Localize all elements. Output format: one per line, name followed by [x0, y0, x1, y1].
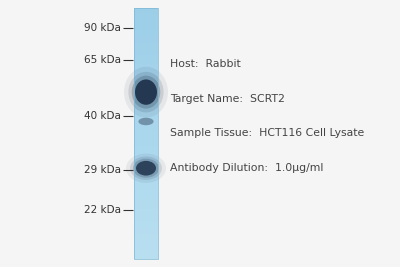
Bar — [134, 193, 158, 196]
Ellipse shape — [126, 154, 166, 183]
Text: Antibody Dilution:  1.0μg/ml: Antibody Dilution: 1.0μg/ml — [170, 163, 323, 173]
Bar — [134, 46, 158, 49]
Bar — [134, 61, 158, 65]
Bar — [134, 83, 158, 87]
Bar — [134, 165, 158, 168]
Bar — [134, 143, 158, 146]
Text: 22 kDa: 22 kDa — [84, 205, 121, 215]
Bar — [134, 8, 158, 11]
Bar — [134, 256, 158, 259]
Bar — [134, 118, 158, 121]
Text: Host:  Rabbit: Host: Rabbit — [170, 59, 241, 69]
Text: 29 kDa: 29 kDa — [84, 164, 121, 175]
Bar — [134, 130, 158, 134]
Bar — [134, 225, 158, 227]
Bar — [134, 177, 158, 180]
Bar — [134, 159, 158, 162]
Bar — [134, 234, 158, 237]
Bar — [134, 149, 158, 152]
Bar — [134, 17, 158, 21]
Bar — [134, 171, 158, 174]
Text: 65 kDa: 65 kDa — [84, 55, 121, 65]
Bar — [134, 99, 158, 102]
Bar — [134, 33, 158, 36]
Bar — [134, 121, 158, 124]
Bar — [134, 39, 158, 42]
Bar — [134, 96, 158, 99]
Bar — [134, 58, 158, 61]
Bar — [134, 124, 158, 127]
Bar — [134, 227, 158, 231]
Bar — [134, 243, 158, 246]
Bar — [134, 231, 158, 234]
Bar — [134, 196, 158, 199]
Text: 90 kDa: 90 kDa — [84, 23, 121, 33]
Ellipse shape — [132, 76, 160, 109]
Bar — [134, 27, 158, 30]
Bar — [134, 168, 158, 171]
Bar — [134, 190, 158, 193]
Bar — [134, 206, 158, 209]
Bar — [134, 253, 158, 256]
Bar — [134, 112, 158, 115]
Bar — [134, 105, 158, 108]
Ellipse shape — [138, 118, 154, 125]
Bar — [134, 146, 158, 149]
Bar — [134, 65, 158, 68]
Bar — [134, 24, 158, 27]
Ellipse shape — [130, 156, 162, 180]
Bar — [134, 74, 158, 77]
Bar — [134, 187, 158, 190]
Bar — [134, 68, 158, 71]
Bar — [134, 77, 158, 80]
Bar — [134, 212, 158, 215]
Bar — [134, 202, 158, 206]
Bar — [134, 21, 158, 24]
Bar — [134, 218, 158, 221]
Bar — [134, 250, 158, 253]
Bar — [134, 180, 158, 184]
Ellipse shape — [133, 159, 159, 178]
Text: Sample Tissue:  HCT116 Cell Lysate: Sample Tissue: HCT116 Cell Lysate — [170, 128, 364, 139]
Bar — [134, 246, 158, 250]
Text: 40 kDa: 40 kDa — [84, 111, 121, 121]
Text: Target Name:  SCRT2: Target Name: SCRT2 — [170, 94, 285, 104]
Bar — [134, 115, 158, 118]
Bar — [134, 42, 158, 46]
Bar — [134, 215, 158, 218]
Bar — [134, 134, 158, 137]
Ellipse shape — [135, 79, 157, 105]
Bar — [134, 209, 158, 212]
Bar — [134, 137, 158, 140]
Bar — [134, 52, 158, 55]
Bar — [134, 240, 158, 243]
Bar — [134, 14, 158, 17]
Ellipse shape — [124, 67, 168, 117]
Bar — [134, 199, 158, 203]
Bar — [134, 102, 158, 105]
Bar — [134, 55, 158, 58]
Ellipse shape — [128, 72, 164, 112]
Bar — [134, 127, 158, 130]
Bar — [134, 162, 158, 165]
Bar — [134, 221, 158, 225]
Bar — [134, 49, 158, 52]
Bar — [134, 8, 158, 259]
Bar — [134, 93, 158, 96]
Bar — [134, 87, 158, 90]
Bar — [134, 36, 158, 39]
Bar — [134, 155, 158, 159]
Bar — [134, 89, 158, 93]
Bar — [134, 30, 158, 33]
Bar — [134, 237, 158, 240]
Bar — [134, 108, 158, 112]
Bar — [134, 80, 158, 83]
Ellipse shape — [136, 161, 156, 176]
Bar — [134, 71, 158, 74]
Bar — [134, 11, 158, 14]
Bar — [134, 152, 158, 155]
Bar — [134, 140, 158, 143]
Bar — [134, 174, 158, 177]
Bar — [134, 184, 158, 187]
